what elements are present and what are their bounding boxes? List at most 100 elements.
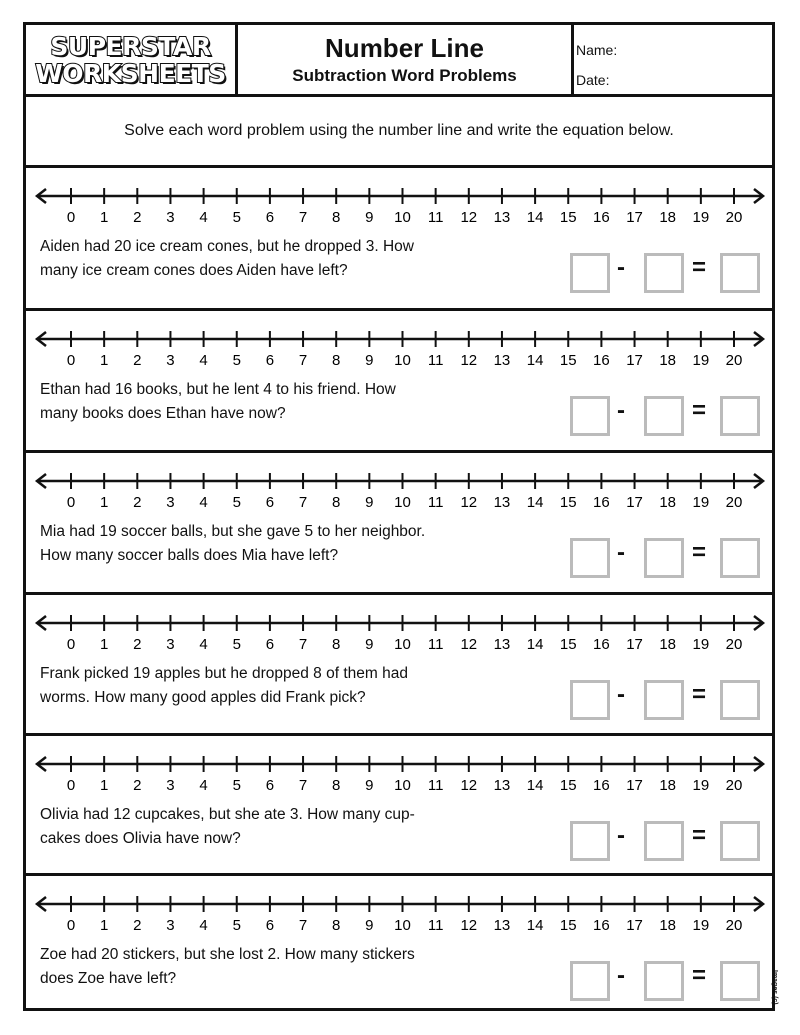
tick-label: 4 — [199, 777, 207, 794]
left-arrow-icon — [34, 331, 47, 347]
tick-label: 20 — [726, 777, 743, 794]
tick-label: 2 — [133, 917, 141, 934]
tick-label: 13 — [494, 352, 511, 369]
tick-label: 13 — [494, 636, 511, 653]
tick-label: 19 — [693, 352, 710, 369]
tick-label: 15 — [560, 777, 577, 794]
tick-label: 1 — [100, 636, 108, 653]
problem-6: 0 1 2 3 4 5 6 7 8 9 10 11 12 13 14 15 16 17 18 19 20 Zoe had … — [26, 876, 772, 1008]
tick-label: 3 — [166, 209, 174, 226]
tick-label: 14 — [527, 352, 544, 369]
tick-label: 16 — [593, 917, 610, 934]
answer-box[interactable] — [720, 821, 760, 861]
tick-label: 12 — [460, 209, 477, 226]
tick-label: 6 — [266, 494, 274, 511]
minuend-box[interactable] — [570, 961, 610, 1001]
tick-label: 0 — [67, 777, 75, 794]
tick-label: 5 — [233, 209, 241, 226]
tick-label: 6 — [266, 636, 274, 653]
tick-label: 8 — [332, 917, 340, 934]
problem-text: Zoe had 20 stickers, but she lost 2. How… — [40, 943, 560, 991]
problem-5: 0 1 2 3 4 5 6 7 8 9 10 11 12 13 14 15 16 17 18 19 20 Olivia h… — [26, 736, 772, 876]
equals-sign: = — [692, 962, 707, 989]
subtrahend-box[interactable] — [644, 253, 684, 293]
tick-label: 4 — [199, 917, 207, 934]
problem-text-line: does Zoe have left? — [40, 970, 177, 987]
tick-label: 10 — [394, 636, 411, 653]
tick-label: 18 — [659, 494, 676, 511]
tick-label: 12 — [460, 352, 477, 369]
tick-label: 19 — [693, 494, 710, 511]
right-arrow-icon — [753, 896, 766, 912]
tick-label: 6 — [266, 777, 274, 794]
tick-label: 11 — [428, 209, 444, 226]
tick-label: 4 — [199, 209, 207, 226]
minuend-box[interactable] — [570, 396, 610, 436]
minus-sign: - — [617, 539, 625, 566]
minuend-box[interactable] — [570, 821, 610, 861]
tick-label: 17 — [626, 917, 643, 934]
answer-box[interactable] — [720, 253, 760, 293]
subtrahend-box[interactable] — [644, 961, 684, 1001]
tick-label: 7 — [299, 494, 307, 511]
problem-text-line: Olivia had 12 cupcakes, but she ate 3. H… — [40, 806, 415, 823]
tick-label: 8 — [332, 352, 340, 369]
subtrahend-box[interactable] — [644, 538, 684, 578]
subtrahend-box[interactable] — [644, 680, 684, 720]
left-arrow-icon — [34, 896, 47, 912]
tick-label: 2 — [133, 352, 141, 369]
problem-text: Olivia had 12 cupcakes, but she ate 3. H… — [40, 803, 560, 851]
answer-box[interactable] — [720, 538, 760, 578]
image-credit: Images (c) — [771, 970, 778, 1005]
subtrahend-box[interactable] — [644, 396, 684, 436]
minus-sign: - — [617, 254, 625, 281]
tick-label: 9 — [365, 494, 373, 511]
minuend-box[interactable] — [570, 680, 610, 720]
name-field[interactable]: Name: — [576, 42, 618, 58]
right-arrow-icon — [753, 331, 766, 347]
tick-label: 5 — [233, 636, 241, 653]
right-arrow-icon — [753, 473, 766, 489]
minus-sign: - — [617, 822, 625, 849]
tick-label: 4 — [199, 352, 207, 369]
tick-label: 17 — [626, 209, 643, 226]
problem-1: 0 1 2 3 4 5 6 7 8 9 10 11 12 13 14 15 16 17 18 19 20 Aiden ha… — [26, 168, 772, 311]
tick-label: 9 — [365, 352, 373, 369]
tick-label: 19 — [693, 636, 710, 653]
problem-text-line: Ethan had 16 books, but he lent 4 to his… — [40, 381, 396, 398]
tick-label: 10 — [394, 777, 411, 794]
problem-text-line: worms. How many good apples did Frank pi… — [40, 689, 366, 706]
tick-label: 15 — [560, 917, 577, 934]
page-title: Number Line — [325, 33, 484, 63]
tick-label: 8 — [332, 209, 340, 226]
left-arrow-icon — [34, 756, 47, 772]
left-arrow-icon — [34, 188, 47, 204]
tick-label: 20 — [726, 494, 743, 511]
subtrahend-box[interactable] — [644, 821, 684, 861]
name-date: Name: Date: — [576, 35, 617, 95]
tick-label: 17 — [626, 636, 643, 653]
date-field[interactable]: Date: — [576, 72, 610, 88]
tick-label: 2 — [133, 494, 141, 511]
tick-label: 7 — [299, 209, 307, 226]
tick-label: 9 — [365, 777, 373, 794]
tick-label: 13 — [494, 494, 511, 511]
number-line: 0 1 2 3 4 5 6 7 8 9 10 11 12 13 14 15 16 17 18 19 20 — [34, 188, 766, 226]
tick-label: 8 — [332, 777, 340, 794]
tick-label: 17 — [626, 777, 643, 794]
page-subtitle: Subtraction Word Problems — [292, 66, 517, 85]
answer-box[interactable] — [720, 680, 760, 720]
minuend-box[interactable] — [570, 253, 610, 293]
tick-label: 6 — [266, 917, 274, 934]
answer-box[interactable] — [720, 396, 760, 436]
equals-sign: = — [692, 681, 707, 708]
minuend-box[interactable] — [570, 538, 610, 578]
instructions: Solve each word problem using the number… — [26, 97, 772, 168]
tick-label: 3 — [166, 352, 174, 369]
title-block: Number Line Subtraction Word Problems — [238, 25, 574, 94]
tick-label: 4 — [199, 494, 207, 511]
equals-sign: = — [692, 539, 707, 566]
tick-label: 18 — [659, 777, 676, 794]
answer-box[interactable] — [720, 961, 760, 1001]
problem-text-line: How many soccer balls does Mia have left… — [40, 547, 339, 564]
